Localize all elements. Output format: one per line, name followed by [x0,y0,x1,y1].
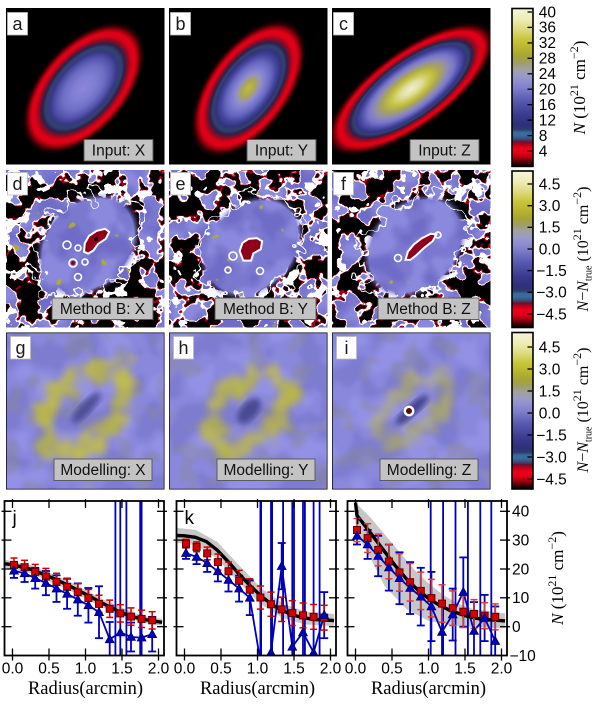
svg-text:3.0: 3.0 [539,198,561,215]
svg-text:0.0: 0.0 [2,660,24,677]
svg-text:Radius(arcmin): Radius(arcmin) [28,679,143,699]
svg-text:4.5: 4.5 [539,339,561,356]
svg-text:Input: X: Input: X [92,143,146,160]
svg-text:36: 36 [539,20,556,37]
svg-text:N−Ntrue (1021 cm−2): N−Ntrue (1021 cm−2) [570,348,595,474]
svg-text:1.5: 1.5 [283,660,305,677]
svg-text:Method B: Y: Method B: Y [223,301,308,318]
svg-text:0: 0 [512,619,521,636]
svg-text:0.0: 0.0 [345,660,367,677]
svg-text:32: 32 [539,35,556,52]
svg-text:l: l [356,508,360,529]
svg-text:10: 10 [512,590,530,607]
svg-text:N (1021 cm−2): N (1021 cm−2) [567,41,589,136]
svg-text:−1.5: −1.5 [536,263,567,280]
svg-text:0.5: 0.5 [210,660,232,677]
svg-text:40: 40 [539,4,557,21]
svg-text:1.0: 1.0 [418,660,440,677]
svg-text:0.5: 0.5 [38,660,60,677]
svg-text:h: h [178,338,188,358]
svg-text:0.0: 0.0 [539,405,561,422]
svg-text:28: 28 [539,51,556,68]
svg-text:0.0: 0.0 [539,241,561,258]
svg-text:a: a [12,14,23,34]
svg-text:1.0: 1.0 [75,660,97,677]
svg-text:Modelling: Y: Modelling: Y [223,462,308,479]
svg-text:Input: Y: Input: Y [255,143,308,160]
svg-text:Method B: Z: Method B: Z [386,301,470,318]
svg-text:8: 8 [539,128,548,145]
svg-text:i: i [345,338,349,358]
svg-text:40: 40 [512,504,530,521]
svg-text:−3.0: −3.0 [536,449,567,466]
svg-text:0.0: 0.0 [174,660,196,677]
svg-text:4.5: 4.5 [539,176,561,193]
svg-text:N (1021 cm−2): N (1021 cm−2) [545,531,567,626]
svg-text:−1.5: −1.5 [536,427,567,444]
svg-text:30: 30 [512,532,530,549]
svg-text:e: e [175,174,185,194]
svg-text:Modelling: Z: Modelling: Z [387,462,471,479]
svg-text:−4.5: −4.5 [536,306,567,323]
svg-text:c: c [339,14,348,34]
svg-text:Radius(arcmin): Radius(arcmin) [200,679,315,699]
svg-text:j: j [12,508,17,529]
svg-text:g: g [15,338,25,358]
svg-text:1.5: 1.5 [539,220,561,237]
svg-text:b: b [175,14,185,34]
svg-text:−3.0: −3.0 [536,285,567,302]
svg-text:2.0: 2.0 [148,660,170,677]
svg-text:Modelling: X: Modelling: X [60,462,146,479]
svg-text:1.5: 1.5 [539,383,561,400]
svg-text:Radius(arcmin): Radius(arcmin) [371,679,486,699]
svg-text:N−Ntrue (1021 cm−2): N−Ntrue (1021 cm−2) [570,187,595,313]
svg-text:d: d [12,174,22,194]
svg-text:12: 12 [539,112,556,129]
svg-text:3.0: 3.0 [539,361,561,378]
svg-text:2.0: 2.0 [320,660,342,677]
svg-text:1.5: 1.5 [111,660,133,677]
svg-text:k: k [185,508,195,529]
svg-text:16: 16 [539,97,556,114]
svg-text:0.5: 0.5 [381,660,403,677]
svg-text:Method B: X: Method B: X [60,301,146,318]
svg-text:4: 4 [539,143,548,160]
svg-text:−10: −10 [510,648,537,665]
svg-text:2.0: 2.0 [491,660,513,677]
svg-text:1.5: 1.5 [454,660,476,677]
svg-text:Input: Z: Input: Z [418,143,471,160]
svg-text:24: 24 [539,66,557,83]
svg-text:20: 20 [539,82,557,99]
svg-text:f: f [341,174,347,194]
svg-text:−4.5: −4.5 [536,471,567,488]
svg-text:1.0: 1.0 [247,660,269,677]
svg-text:20: 20 [512,561,530,578]
